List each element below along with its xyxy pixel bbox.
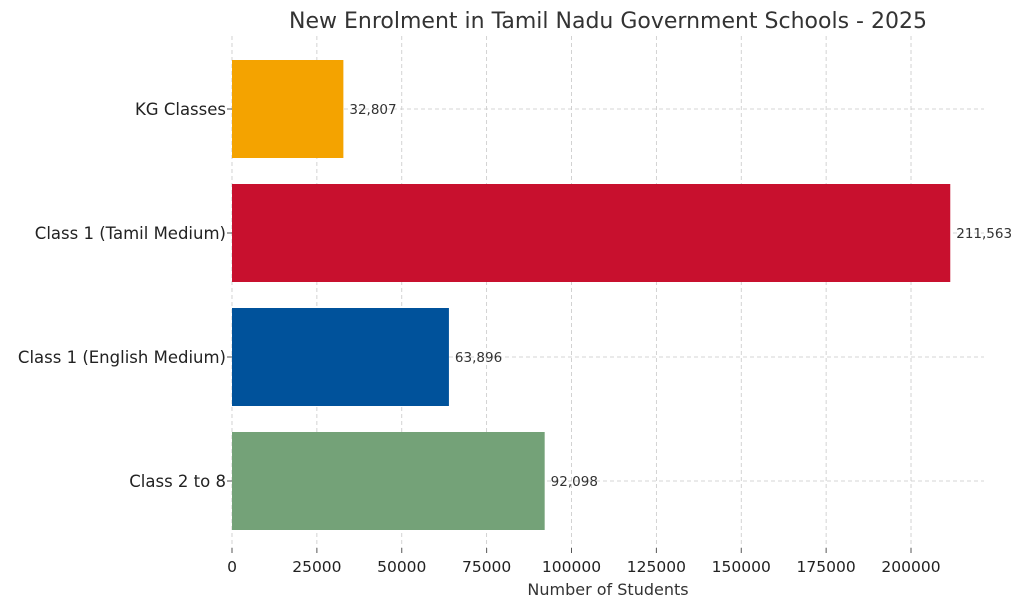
bar [232, 184, 951, 282]
bar [232, 60, 344, 158]
category-label: Class 2 to 8 [129, 472, 226, 491]
x-tick-label: 0 [227, 558, 237, 576]
category-label: Class 1 (Tamil Medium) [35, 224, 226, 243]
x-tick-label: 100000 [542, 558, 601, 576]
x-tick-label: 25000 [292, 558, 341, 576]
chart-title: New Enrolment in Tamil Nadu Government S… [289, 9, 927, 34]
x-tick-label: 150000 [712, 558, 771, 576]
x-tick-label: 75000 [462, 558, 511, 576]
x-tick-label: 125000 [627, 558, 686, 576]
bar-value-label: 211,563 [956, 226, 1012, 242]
x-tick-label: 200000 [881, 558, 940, 576]
x-tick-label: 175000 [797, 558, 856, 576]
bars [232, 60, 951, 530]
category-label: Class 1 (English Medium) [18, 348, 226, 367]
y-axis-category-labels: KG Classes Class 1 (Tamil Medium) Class 1 … [18, 100, 232, 491]
bar [232, 432, 545, 530]
bar-value-label: 32,807 [349, 102, 396, 118]
category-label: KG Classes [135, 100, 226, 119]
bar [232, 308, 449, 406]
x-tick-label: 50000 [377, 558, 426, 576]
bar-value-label: 92,098 [551, 474, 598, 490]
bar-value-label: 63,896 [455, 350, 502, 366]
x-axis-label: Number of Students [527, 580, 688, 599]
x-axis: 0 25000 50000 75000 100000 125000 150000 175000… [227, 548, 941, 576]
bar-value-labels: 32,807 211,563 63,896 92,098 [349, 102, 1012, 490]
